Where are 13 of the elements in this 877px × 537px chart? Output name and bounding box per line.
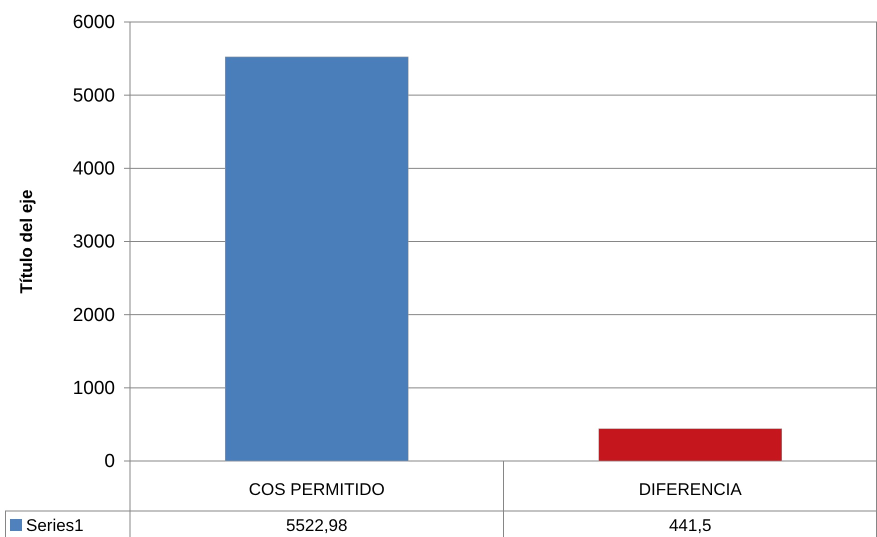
data-label: 5522,98 [286,516,348,535]
y-tick-label: 3000 [72,232,115,253]
y-tick-label: 6000 [72,12,115,34]
legend-label: Series1 [26,516,84,535]
x-tick-label: DIFERENCIA [638,480,742,499]
data-label: 441,5 [668,516,712,535]
y-tick-label: 1000 [72,378,115,399]
x-tick-label: COS PERMITIDO [248,480,385,499]
y-tick-label: 5000 [72,85,115,106]
y-tick-label: 2000 [72,304,115,326]
y-axis-title: Título del eje [17,190,36,294]
y-tick-label: 4000 [72,158,115,180]
y-tick-label: 0 [104,451,115,472]
